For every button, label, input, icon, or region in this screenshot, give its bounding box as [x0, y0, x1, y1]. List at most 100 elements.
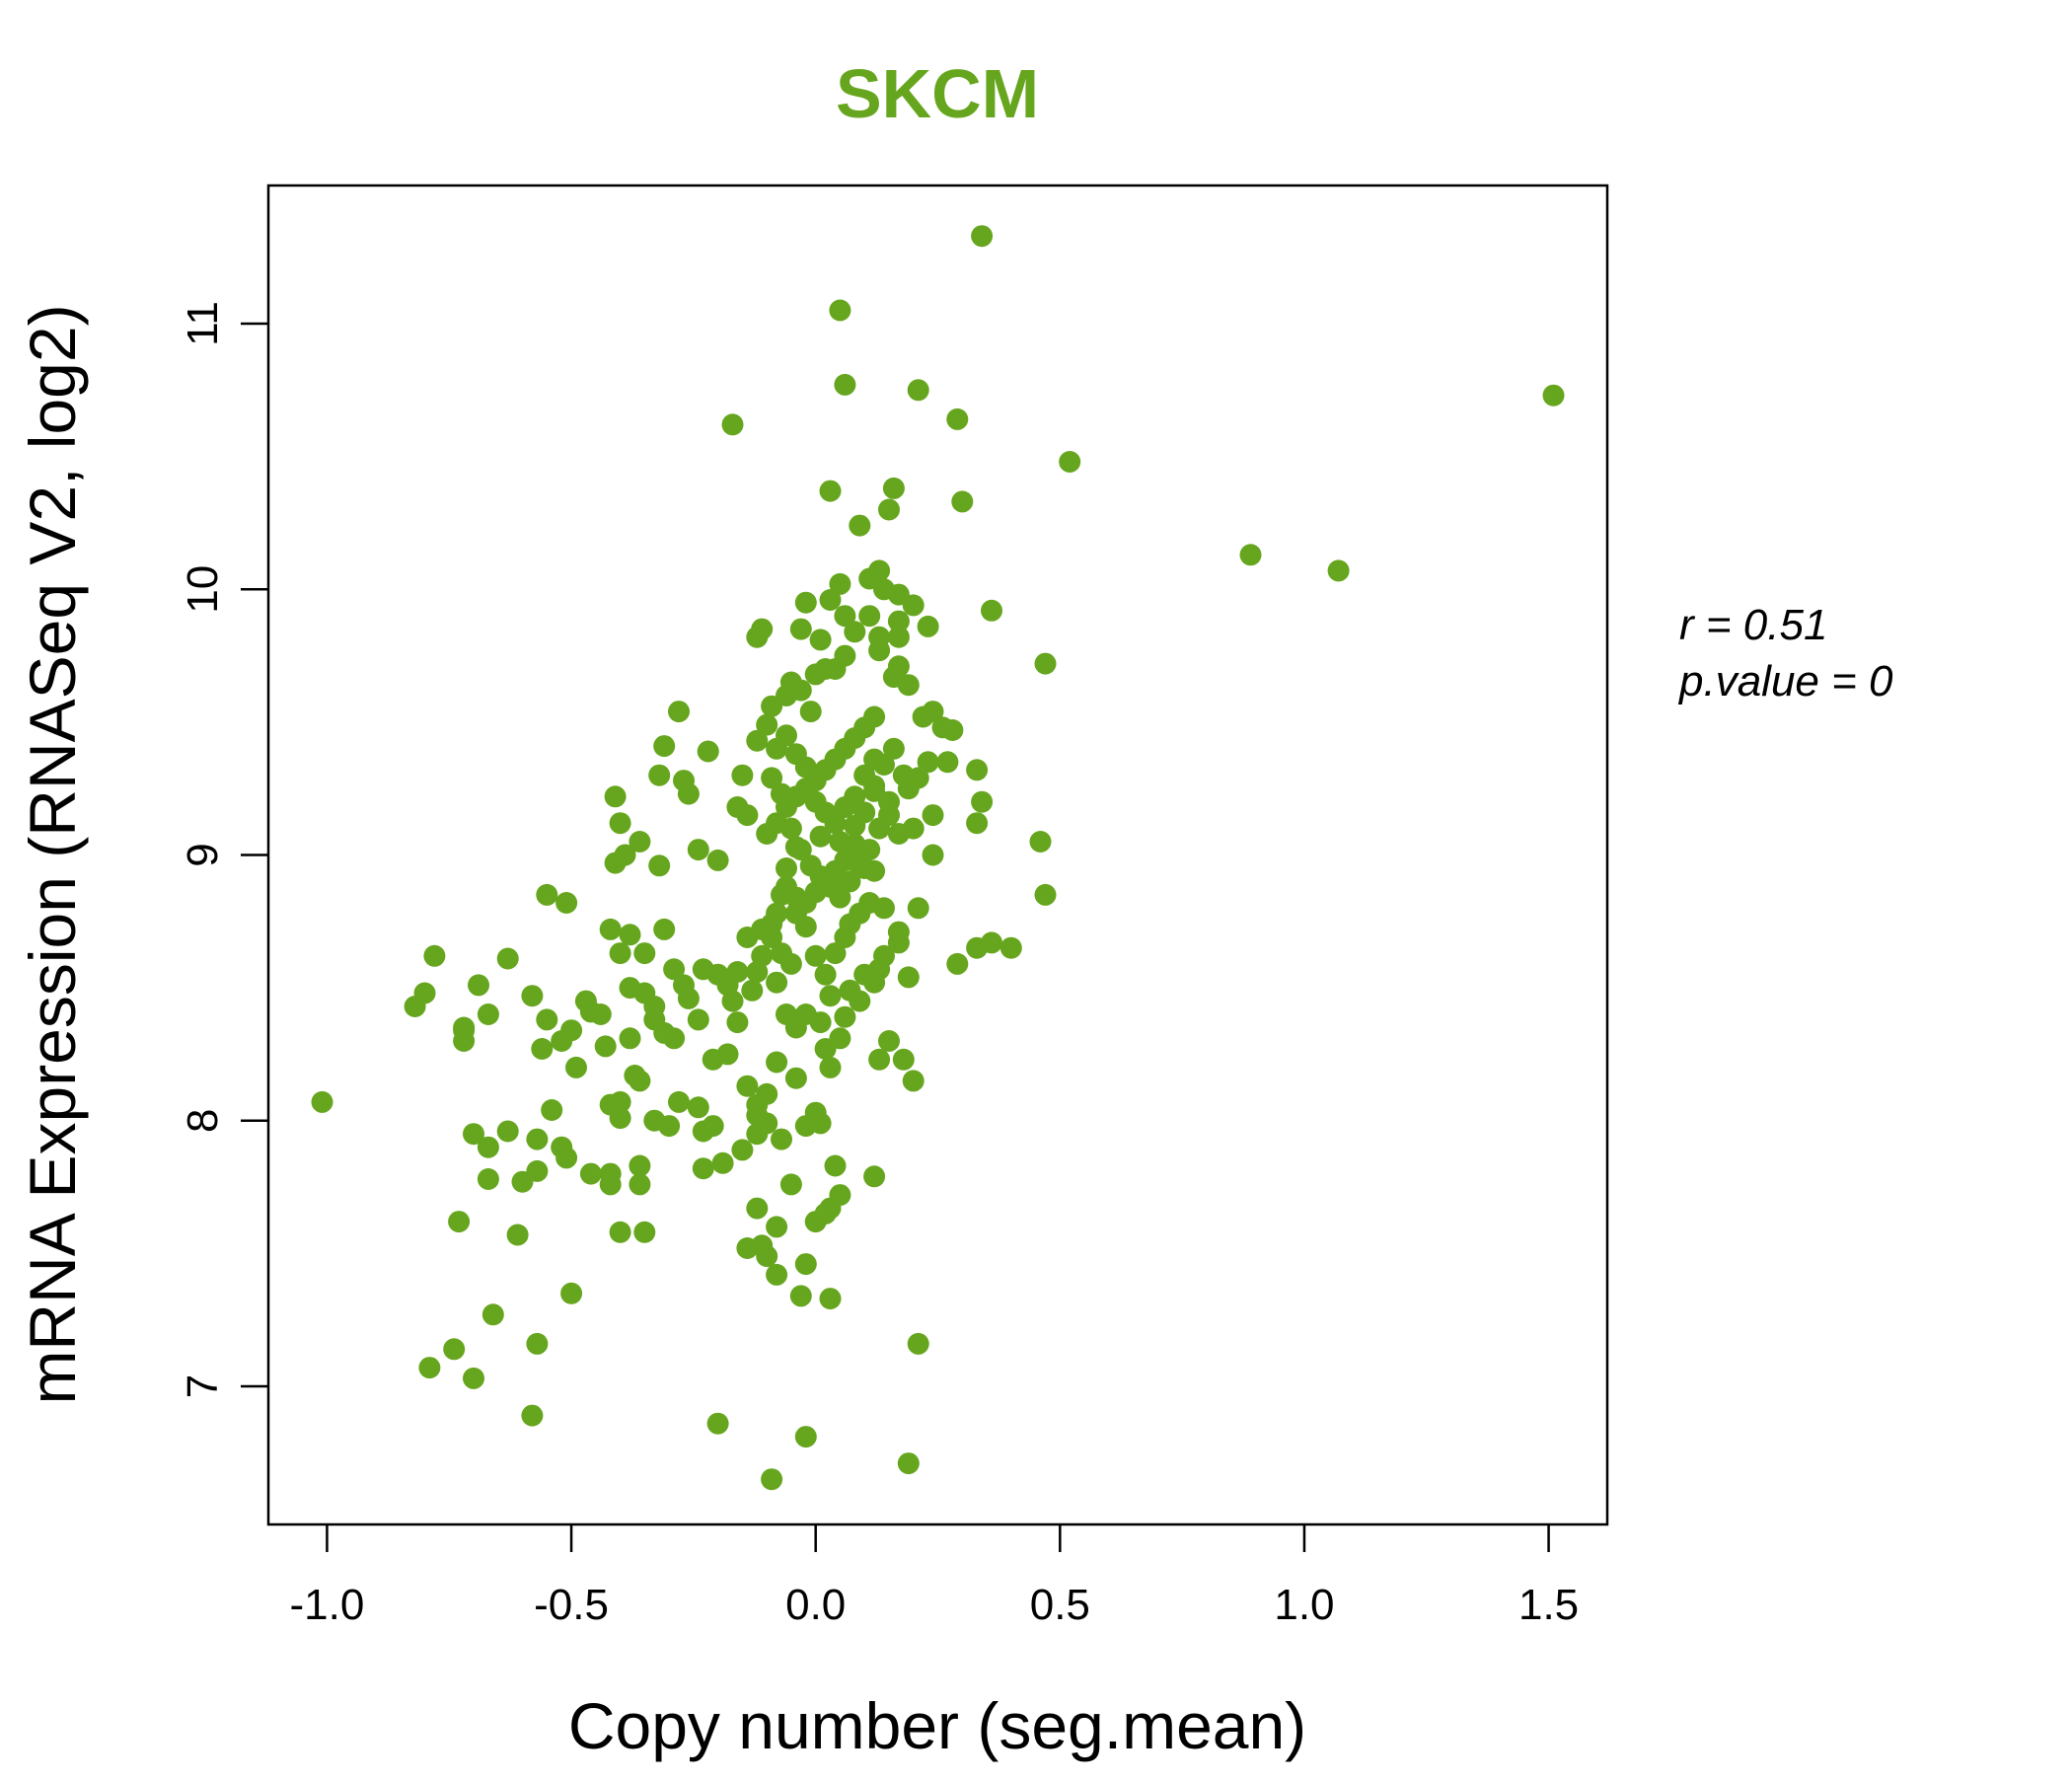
x-tick-label: 0.0: [785, 1581, 846, 1629]
data-point: [887, 610, 910, 632]
data-point: [668, 1090, 690, 1113]
data-point: [922, 844, 944, 866]
data-point: [746, 1123, 769, 1146]
data-point: [560, 1282, 583, 1304]
data-point: [868, 958, 891, 981]
data-point: [771, 782, 792, 805]
data-point: [648, 764, 671, 786]
data-point: [878, 498, 900, 521]
data-point: [794, 756, 817, 779]
data-point: [829, 1184, 851, 1207]
data-point: [892, 764, 915, 786]
data-point: [878, 1030, 900, 1052]
data-point: [829, 299, 851, 322]
data-point: [766, 1216, 788, 1238]
data-point: [736, 1075, 759, 1097]
data-point: [936, 751, 959, 774]
data-point: [863, 748, 886, 771]
data-point: [1239, 544, 1262, 566]
data-point: [922, 804, 944, 827]
data-point: [771, 1128, 792, 1150]
x-tick-label: -0.5: [534, 1581, 609, 1629]
data-point: [1034, 652, 1057, 675]
data-point: [824, 1154, 847, 1177]
data-point: [677, 987, 700, 1009]
data-point: [599, 1173, 622, 1196]
data-point: [824, 812, 847, 835]
data-point: [677, 782, 700, 805]
data-point: [633, 942, 656, 965]
data-point: [897, 674, 920, 697]
data-point: [858, 605, 881, 628]
data-point: [863, 1165, 886, 1188]
data-point: [697, 740, 719, 763]
data-point: [966, 936, 989, 959]
data-point: [971, 790, 994, 813]
data-point: [423, 944, 446, 967]
data-point: [599, 918, 622, 940]
data-point: [746, 1197, 769, 1220]
data-point: [746, 626, 769, 648]
y-axis: 7 8 9 10 11: [179, 301, 268, 1398]
data-point: [604, 785, 627, 808]
data-point: [496, 947, 519, 970]
data-point: [629, 1173, 651, 1196]
data-point: [526, 1128, 549, 1150]
data-point: [946, 952, 969, 975]
data-point: [789, 679, 812, 702]
data-point: [481, 1303, 504, 1326]
x-tick-label: 0.5: [1030, 1581, 1090, 1629]
data-point: [702, 1048, 724, 1071]
data-point: [413, 982, 436, 1004]
data-point: [579, 1001, 602, 1023]
data-point: [858, 892, 881, 914]
data-point: [834, 849, 856, 871]
data-point: [776, 724, 797, 747]
data-point: [741, 979, 764, 1002]
x-tick-label: 1.5: [1518, 1581, 1579, 1629]
data-point: [779, 817, 802, 840]
data-point: [829, 886, 851, 909]
data-point: [789, 1285, 812, 1307]
data-point: [609, 1221, 631, 1243]
data-point: [834, 605, 856, 628]
data-point: [751, 944, 774, 967]
data-point: [663, 1027, 686, 1050]
data-point: [443, 1338, 466, 1361]
data-point: [521, 985, 544, 1007]
x-tick-label: 1.0: [1274, 1581, 1334, 1629]
data-point: [648, 854, 671, 877]
data-point: [794, 916, 817, 938]
data-point: [849, 514, 871, 537]
data-point: [653, 735, 676, 758]
x-axis: -1.0 -0.5 0.0 0.5 1.0 1.5: [290, 1524, 1579, 1629]
data-point: [477, 1136, 499, 1158]
data-point: [946, 408, 969, 430]
data-point: [819, 480, 842, 502]
data-point: [844, 785, 866, 808]
data-point: [834, 1005, 856, 1028]
data-point: [453, 1016, 476, 1039]
data-point: [624, 1065, 646, 1086]
data-point: [844, 621, 866, 643]
data-point: [526, 1332, 549, 1355]
data-point: [779, 1173, 802, 1196]
data-point: [794, 1426, 817, 1448]
data-point: [663, 958, 686, 981]
data-point: [1029, 831, 1052, 853]
data-point: [418, 1357, 441, 1379]
data-point: [887, 823, 910, 845]
data-point: [521, 1404, 544, 1427]
data-point: [736, 804, 759, 827]
data-point: [809, 1011, 832, 1034]
data-point: [629, 831, 651, 853]
y-tick-label: 9: [179, 843, 227, 866]
data-point: [756, 713, 778, 736]
data-point: [966, 812, 989, 835]
data-point: [555, 1147, 578, 1169]
data-point: [839, 979, 861, 1002]
data-point: [814, 963, 837, 986]
data-point: [555, 892, 578, 914]
data-point: [536, 883, 558, 906]
